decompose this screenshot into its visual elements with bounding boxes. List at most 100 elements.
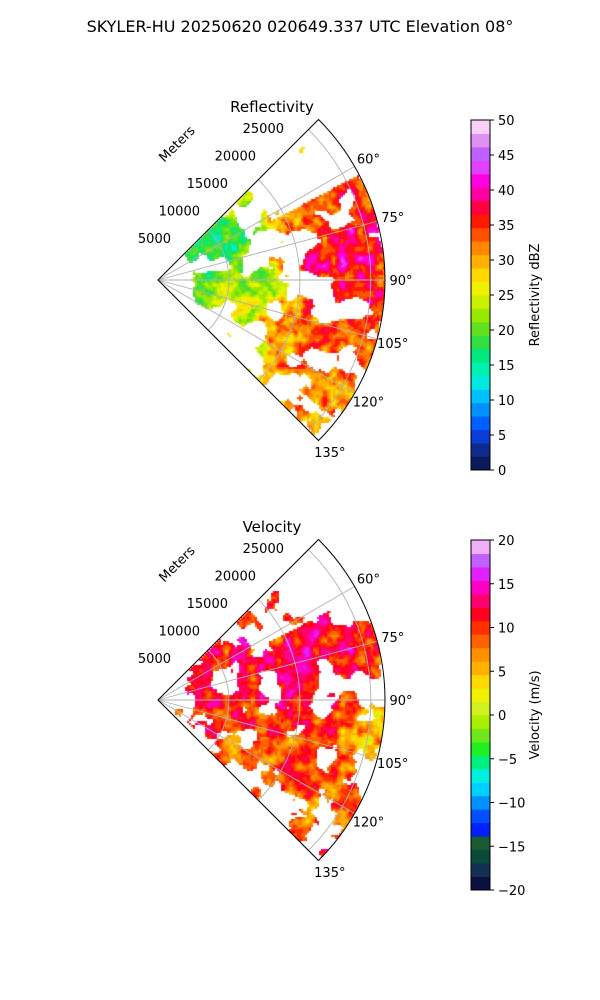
colorbar-segment <box>471 768 490 783</box>
colorbar-segment <box>471 268 490 283</box>
radial-tick-label: 10000 <box>159 625 200 640</box>
velocity-panel: Velocity 60° 75° 90° 105° 120° 135° 5000 10000 15… <box>138 518 543 899</box>
colorbar-tick-label: 35 <box>498 219 515 234</box>
panel-title: Reflectivity <box>230 98 314 116</box>
colorbar-tick-label: 20 <box>498 534 515 549</box>
colorbar-segment <box>471 593 490 608</box>
colorbar-segment <box>471 173 490 188</box>
colorbar-segment <box>471 308 490 323</box>
colorbar-segment <box>471 674 490 689</box>
colorbar-segment <box>471 348 490 363</box>
colorbar-segment <box>471 836 490 851</box>
colorbar-segment <box>471 620 490 635</box>
colorbar: 0 5 10 15 20 25 30 35 40 45 50 Reflectivity dBZ <box>470 114 543 479</box>
colorbar-segment <box>471 540 490 554</box>
colorbar-segment <box>471 241 490 256</box>
sector-outline <box>157 538 386 862</box>
colorbar-segment <box>471 741 490 756</box>
azimuth-spoke <box>157 699 378 760</box>
theta-tick-label: 75° <box>381 211 404 226</box>
colorbar-tick-label: −15 <box>498 840 525 855</box>
colorbar-segment <box>471 849 490 864</box>
colorbar-tick-label: 0 <box>498 709 506 724</box>
figure-suptitle: SKYLER-HU 20250620 020649.337 UTC Elevat… <box>87 17 514 36</box>
theta-tick-label: 120° <box>353 816 384 831</box>
theta-tick-label: 60° <box>357 573 380 588</box>
colorbar-tick-label: −20 <box>498 884 525 899</box>
colorbar-segment <box>471 728 490 743</box>
colorbar-tick-label: 10 <box>498 622 515 637</box>
colorbar-segment <box>471 809 490 824</box>
colorbar-segment <box>471 254 490 269</box>
colorbar-segment <box>471 701 490 716</box>
reflectivity-panel: Reflectivity60°75°90°105°120°135°5000100… <box>138 98 543 479</box>
colorbar-segment <box>471 580 490 595</box>
colorbar-label: Velocity (m/s) <box>528 670 543 759</box>
colorbar-segment <box>471 443 490 458</box>
radial-tick-label: 20000 <box>215 150 256 165</box>
colorbar-segment <box>471 281 490 296</box>
sector-outline <box>157 118 386 442</box>
theta-tick-label: 90° <box>389 274 412 289</box>
colorbar-segment <box>471 214 490 229</box>
theta-tick-label: 90° <box>389 694 412 709</box>
colorbar-tick-label: 5 <box>498 429 506 444</box>
colorbar-segment <box>471 200 490 215</box>
radial-tick-label: 15000 <box>187 177 228 192</box>
colorbar-tick-label: 5 <box>498 665 506 680</box>
colorbar-tick-label: 20 <box>498 324 515 339</box>
colorbar-segment <box>471 688 490 703</box>
colorbar-tick-label: −10 <box>498 797 525 812</box>
colorbar-segment <box>471 863 490 878</box>
theta-tick-label: 135° <box>314 446 345 461</box>
colorbar-segment <box>471 661 490 676</box>
azimuth-spoke <box>157 586 355 701</box>
colorbar-label: Reflectivity dBZ <box>528 244 543 347</box>
colorbar-segment <box>471 146 490 161</box>
radial-tick-label: 15000 <box>187 597 228 612</box>
colorbar-tick-label: 50 <box>498 114 515 129</box>
colorbar-segment <box>471 715 490 729</box>
colorbar-tick-label: 30 <box>498 254 515 269</box>
azimuth-spoke <box>157 220 378 281</box>
theta-tick-label: 105° <box>377 337 408 352</box>
colorbar-segment <box>471 416 490 431</box>
colorbar-tick-label: 40 <box>498 184 515 199</box>
colorbar-tick-label: 0 <box>498 464 506 479</box>
colorbar-segment <box>471 362 490 377</box>
colorbar-segment <box>471 782 490 797</box>
azimuth-spoke <box>157 699 355 814</box>
colorbar-segment <box>471 634 490 649</box>
colorbar-tick-label: 15 <box>498 578 515 593</box>
radial-tick-label: 25000 <box>243 122 284 137</box>
colorbar-tick-label: 25 <box>498 289 515 304</box>
theta-tick-label: 135° <box>314 866 345 881</box>
radial-tick-label: 5000 <box>138 652 171 667</box>
colorbar-segment <box>471 822 490 837</box>
colorbar-segment <box>471 566 490 581</box>
colorbar-tick-label: 45 <box>498 149 515 164</box>
colorbar-segment <box>471 120 490 134</box>
theta-tick-label: 105° <box>377 757 408 772</box>
colorbar-tick-label: −5 <box>498 753 517 768</box>
colorbar-segment <box>471 876 490 891</box>
colorbar-segment <box>471 456 490 471</box>
colorbar-segment <box>471 795 490 810</box>
radial-axis-label: Meters <box>157 543 199 585</box>
colorbar-segment <box>471 187 490 202</box>
colorbar-segment <box>471 607 490 622</box>
azimuth-spoke <box>157 279 378 340</box>
theta-tick-label: 60° <box>357 153 380 168</box>
colorbar-segment <box>471 647 490 662</box>
colorbar-segment <box>471 227 490 242</box>
radial-tick-label: 10000 <box>159 205 200 220</box>
theta-tick-label: 120° <box>353 396 384 411</box>
colorbar-segment <box>471 133 490 148</box>
radial-tick-label: 20000 <box>215 570 256 585</box>
colorbar-segment <box>471 429 490 444</box>
radial-tick-label: 25000 <box>243 542 284 557</box>
colorbar-segment <box>471 321 490 336</box>
colorbar-segment <box>471 375 490 390</box>
theta-tick-label: 75° <box>381 631 404 646</box>
colorbar-segment <box>471 389 490 404</box>
